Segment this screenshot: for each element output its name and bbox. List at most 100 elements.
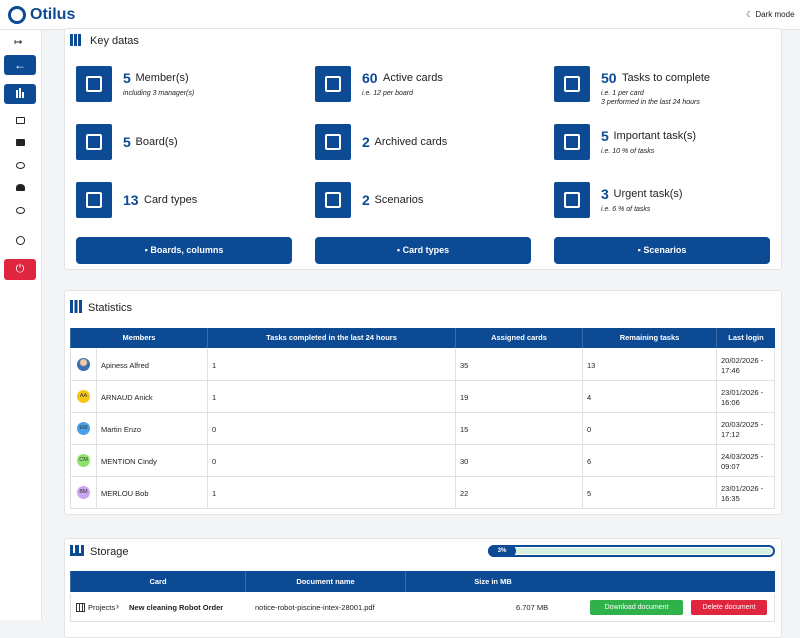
table-row: [70, 477, 775, 509]
document-name[interactable]: notice-robot-piscine-intex-28001.pdf: [255, 603, 375, 612]
action-button[interactable]: ▪ Scenarios: [554, 237, 770, 264]
assigned-cell: 30: [460, 457, 469, 466]
cell-border: [582, 381, 583, 413]
path-part: Projects: [88, 603, 116, 612]
nav-icon[interactable]: [16, 162, 25, 169]
cell-border: [582, 477, 583, 509]
remaining-cell: 13: [587, 361, 596, 370]
cell-border: [96, 381, 97, 413]
stats-button[interactable]: [4, 84, 36, 104]
tasks-cell: 1: [212, 489, 217, 498]
section-title: Storage: [90, 546, 129, 558]
table-row: [70, 381, 775, 413]
column-header: Remaining tasks: [582, 328, 716, 348]
size-cell: 6.707 MB: [516, 603, 549, 612]
stat-icon: [554, 66, 590, 102]
stat-icon-glyph: [325, 76, 341, 92]
remaining-cell: 6: [587, 457, 592, 466]
nav-icon[interactable]: [16, 207, 25, 214]
stat-sub: i.e. 1 per card: [601, 90, 644, 97]
button-label[interactable]: Scenarios: [643, 245, 687, 255]
cell-border: [455, 445, 456, 477]
stat-icon: [76, 66, 112, 102]
section-icon: [70, 545, 84, 556]
section-icon: [70, 300, 82, 313]
last-login-cell: 23/01/2026 - 16:06: [721, 388, 764, 407]
table-row: [70, 349, 775, 381]
member-name: ARNAUD Anick: [101, 393, 153, 402]
section-title: Statistics: [88, 302, 133, 314]
cell-border: [96, 477, 97, 509]
stat-sub: including 3 manager(s): [123, 90, 195, 97]
stat-icon-glyph: [325, 134, 341, 150]
button-label[interactable]: Card types: [402, 245, 450, 255]
cell-border: [716, 445, 717, 477]
table-row: [70, 445, 775, 477]
cell-border: [455, 477, 456, 509]
nav-icon[interactable]: [16, 117, 25, 124]
section-title: Key datas: [90, 35, 139, 47]
assigned-cell: 22: [460, 489, 469, 498]
stat-label: Tasks to complete: [622, 72, 711, 84]
assigned-cell: 35: [460, 361, 469, 370]
avatar: EM: [77, 422, 90, 435]
stat-icon-glyph: [564, 192, 580, 208]
stat-sub: i.e. 6 % of tasks: [601, 206, 651, 213]
stat-value: 2: [362, 134, 370, 150]
stat-value: 5: [123, 134, 131, 150]
cell-border: [455, 349, 456, 381]
stat-label: Board(s): [135, 136, 178, 148]
stat-label: Archived cards: [374, 136, 448, 148]
stat-icon-glyph: [325, 192, 341, 208]
tasks-cell: 0: [212, 457, 217, 466]
member-name: MENTION Cindy: [101, 457, 157, 466]
stat-value: 60: [362, 70, 378, 86]
stat-label: Card types: [144, 194, 198, 206]
remaining-cell: 5: [587, 489, 592, 498]
stat-icon: [315, 66, 351, 102]
download-button[interactable]: Download document: [590, 600, 683, 615]
column-header: Last login: [716, 328, 775, 348]
avatar: AA: [77, 390, 90, 403]
back-button[interactable]: ←: [4, 55, 36, 75]
logo[interactable]: Otilus: [30, 6, 76, 23]
cell-border: [207, 349, 208, 381]
nav-icon[interactable]: [16, 184, 25, 191]
dark-mode[interactable]: ☾ Dark mode: [746, 10, 795, 19]
cell-border: [455, 381, 456, 413]
stat-sub: 3 performed in the last 24 hours: [601, 99, 700, 106]
cell-border: [716, 413, 717, 445]
header: Otilus ☾ Dark mode: [0, 0, 800, 30]
last-login-cell: 24/03/2025 - 09:07: [721, 452, 764, 471]
stat-icon: [315, 124, 351, 160]
table-row: [70, 413, 775, 445]
progress-fill: 3%: [488, 545, 516, 557]
expand-icon[interactable]: ↦: [14, 37, 23, 48]
member-name: Apiness Alfred: [101, 361, 149, 370]
stat-icon: [315, 182, 351, 218]
tasks-cell: 1: [212, 361, 217, 370]
key-datas-card: [64, 28, 782, 270]
cell-border: [207, 413, 208, 445]
delete-button[interactable]: Delete document: [691, 600, 767, 615]
dark-mode-label[interactable]: Dark mode: [755, 10, 795, 19]
column-header: Tasks completed in the last 24 hours: [207, 328, 455, 348]
nav-icon[interactable]: [16, 236, 25, 245]
cell-border: [455, 413, 456, 445]
nav-icon[interactable]: [16, 139, 25, 146]
cell-border: [582, 349, 583, 381]
action-button[interactable]: ▪ Boards, columns: [76, 237, 292, 264]
stat-sub: i.e. 10 % of tasks: [601, 148, 655, 155]
last-login-cell: 20/02/2026 - 17:46: [721, 356, 764, 375]
logout-button[interactable]: ⏻: [4, 259, 36, 280]
stat-value: 5: [123, 70, 131, 86]
button-label[interactable]: Boards, columns: [150, 245, 224, 255]
stat-label: Important task(s): [613, 130, 697, 142]
column-header: Members: [70, 328, 207, 348]
stat-label: Scenarios: [374, 194, 424, 206]
path-part: New cleaning Robot Order: [129, 603, 224, 612]
stat-sub: i.e. 12 per board: [362, 90, 413, 97]
action-button[interactable]: ▪ Card types: [315, 237, 531, 264]
stat-value: 3: [601, 186, 609, 202]
cell-border: [96, 349, 97, 381]
